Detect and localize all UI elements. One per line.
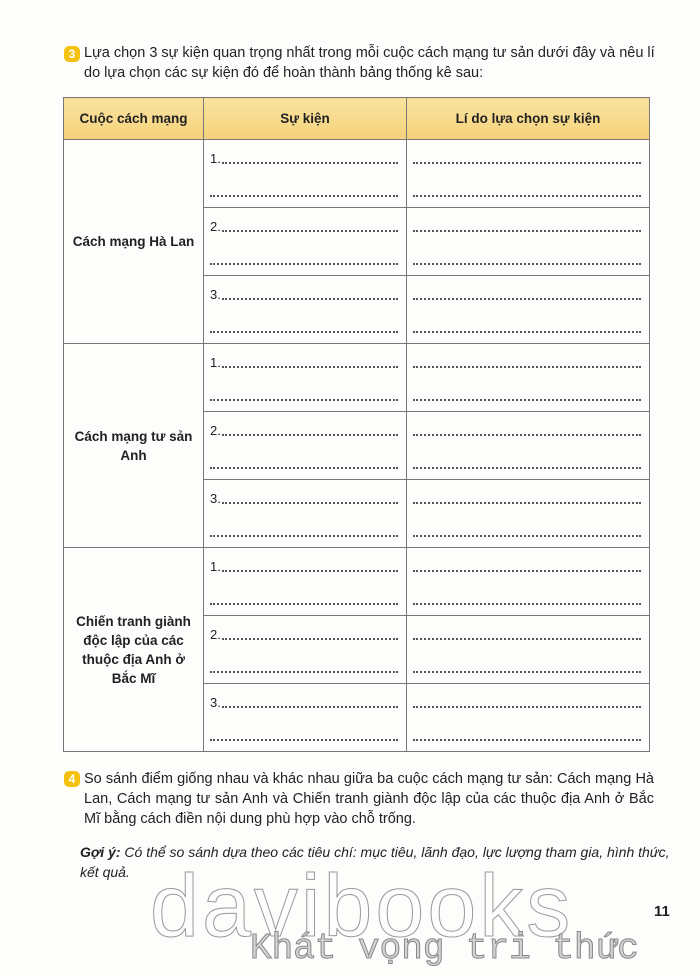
question-3-text: Lựa chọn 3 sự kiện quan trọng nhất trong… [84,45,655,81]
dotted-line [222,501,398,504]
table-row: 3. [64,479,650,548]
dotted-line [222,229,398,232]
table-row: Chiến tranh giành độc lập của các thuộc … [63,547,650,752]
dotted-line [413,739,641,741]
event-cell[interactable]: 2. [203,615,407,684]
reason-cell[interactable] [406,139,650,208]
item-number: 2. [210,422,223,438]
dotted-line [413,433,641,436]
dotted-line [413,569,641,572]
dotted-line [222,705,398,708]
item-number: 1. [210,354,223,370]
item-number: 2. [210,626,223,642]
table-row: 2. [64,411,650,480]
dotted-line [210,399,398,401]
table-row: 2. [64,615,650,684]
dotted-line [413,705,641,708]
item-number: 2. [210,218,223,234]
dotted-line [413,195,641,197]
question-3-badge: 3 [64,46,80,62]
dotted-line [413,603,641,605]
event-cell[interactable]: 1. [203,139,407,208]
reason-cell[interactable] [406,479,650,548]
dotted-line [413,637,641,640]
watermark-slogan: Khát vọng tri thức [250,928,640,970]
table-row: 3. [64,275,650,344]
revolution-name: Cách mạng tư sản Anh [63,343,204,548]
item-number: 1. [210,150,223,166]
question-4-text: So sánh điểm giống nhau và khác nhau giữ… [84,771,654,827]
dotted-line [210,263,398,265]
reason-cell[interactable] [406,343,650,412]
dotted-line [210,467,398,469]
page-number: 11 [654,903,670,920]
dotted-line [413,161,641,164]
dotted-line [413,331,641,333]
revolution-name: Cách mạng Hà Lan [63,139,204,344]
dotted-line [413,365,641,368]
hint-label: Gợi ý: [80,844,121,860]
header-reason: Lí do lựa chọn sự kiện [406,97,650,140]
dotted-line [222,569,398,572]
dotted-line [210,535,398,537]
dotted-line [413,297,641,300]
header-event: Sự kiện [203,97,407,140]
event-cell[interactable]: 3. [203,683,407,752]
dotted-line [222,297,398,300]
table-row: 2. [64,207,650,276]
reason-cell[interactable] [406,411,650,480]
dotted-line [222,433,398,436]
dotted-line [210,739,398,741]
dotted-line [413,467,641,469]
dotted-line [222,365,398,368]
dotted-line [413,263,641,265]
event-cell[interactable]: 2. [203,411,407,480]
watermark-brand: davibooks [149,856,574,956]
revolution-name: Chiến tranh giành độc lập của các thuộc … [63,547,204,752]
reason-cell[interactable] [406,683,650,752]
item-number: 3. [210,286,223,302]
dotted-line [222,637,398,640]
item-number: 1. [210,558,223,574]
dotted-line [413,399,641,401]
dotted-line [413,229,641,232]
header-revolution: Cuộc cách mạng [63,97,204,140]
reason-cell[interactable] [406,275,650,344]
hint: Gợi ý: Có thể so sánh dựa theo các tiêu … [80,842,670,882]
dotted-line [210,331,398,333]
dotted-line [413,671,641,673]
table-row: Cách mạng tư sản Anh 1. [63,343,650,548]
dotted-line [222,161,398,164]
hint-text: Có thể so sánh dựa theo các tiêu chí: mụ… [80,844,670,880]
reason-cell[interactable] [406,615,650,684]
event-cell[interactable]: 1. [203,343,407,412]
reason-cell[interactable] [406,207,650,276]
event-cell[interactable]: 3. [203,479,407,548]
event-cell[interactable]: 3. [203,275,407,344]
item-number: 3. [210,490,223,506]
events-table: Cuộc cách mạng Sự kiện Lí do lựa chọn sự… [63,97,650,752]
item-number: 3. [210,694,223,710]
table-row: Cách mạng Hà Lan 1. [63,139,650,344]
dotted-line [413,501,641,504]
dotted-line [210,603,398,605]
dotted-line [210,195,398,197]
dotted-line [210,671,398,673]
event-cell[interactable]: 2. [203,207,407,276]
event-cell[interactable]: 1. [203,547,407,616]
question-4-badge: 4 [64,771,80,787]
table-row: 3. [64,683,650,752]
dotted-line [413,535,641,537]
reason-cell[interactable] [406,547,650,616]
